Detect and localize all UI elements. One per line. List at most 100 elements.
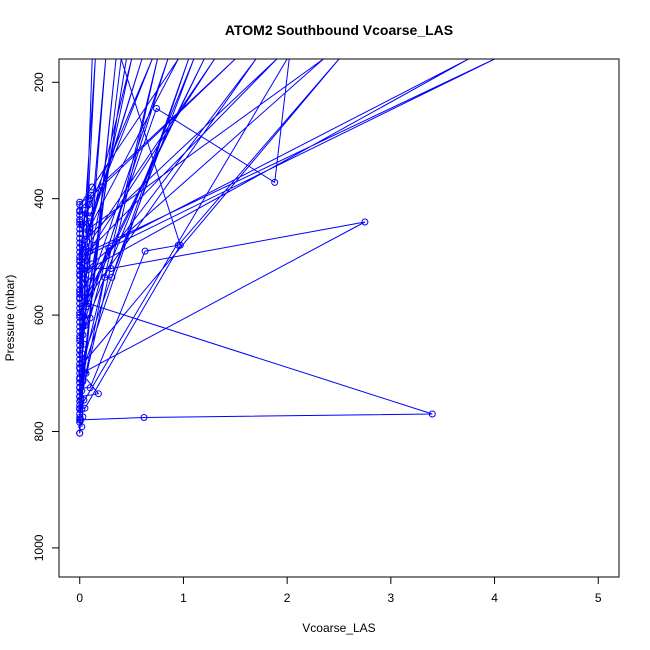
data-point [84,227,92,235]
data-point [76,341,84,349]
data-point [94,390,102,398]
data-point [76,429,84,437]
data-point [76,405,84,413]
data-point [153,105,160,112]
data-point [78,350,86,357]
x-tick-label: 1 [180,591,187,605]
data-point [78,405,86,413]
data-point [80,340,88,348]
data-point [76,244,84,252]
data-point [76,262,84,270]
data-point [76,272,84,279]
data-point [76,295,84,303]
data-point [79,377,87,385]
y-tick-label: 1000 [32,534,46,561]
x-tick-label: 5 [595,591,602,605]
data-point [78,423,86,431]
data-point [81,275,89,283]
data-point [87,191,95,199]
data-point [141,247,149,255]
data-point [83,284,91,292]
data-point [85,247,93,255]
data-point [78,387,86,395]
data-point [80,312,88,320]
data-point [86,228,94,236]
data-point [86,212,94,220]
y-axis: 200 400 600 800 1000 [32,72,60,561]
data-point [84,219,92,227]
data-point [271,178,279,186]
data-point [76,290,84,298]
data-point [81,368,89,376]
data-point [79,331,87,339]
data-point [428,410,436,418]
data-point [84,299,92,307]
data-point [81,206,89,214]
chart-title: ATOM2 Southbound Vcoarse_LAS [225,22,453,38]
data-point [88,183,96,191]
data-point [76,318,84,326]
data-point [76,313,84,321]
data-point [76,239,84,247]
data-point [76,267,84,275]
data-point [107,265,115,272]
series-line [78,59,495,434]
data-point [76,248,84,256]
data-point [85,201,93,208]
data-point [174,241,182,249]
data-point [83,238,91,246]
y-tick-label: 800 [32,421,46,441]
data-point [76,198,84,206]
data-point [76,253,84,261]
y-tick-label: 200 [32,72,46,92]
data-point [76,281,84,289]
plot-region [76,59,495,437]
data-point [140,414,148,421]
data-point [76,230,84,238]
data-point [76,211,84,219]
data-point [82,256,90,264]
data-point [108,273,116,281]
x-tick-label: 2 [284,591,291,605]
data-point [76,276,84,284]
x-axis-title: Vcoarse_LAS [302,621,375,635]
data-point [86,384,94,392]
data-point [82,210,90,218]
series-line [81,195,92,427]
data-point [101,273,109,281]
data-point [76,304,84,312]
data-point [76,225,84,233]
data-point [76,220,84,228]
data-point [76,208,84,215]
y-tick-label: 400 [32,188,46,208]
data-point [76,369,84,377]
x-tick-label: 0 [76,591,83,605]
data-point [79,359,87,367]
data-point [105,244,113,252]
data-point [81,294,89,302]
data-point [76,234,84,242]
data-point [76,299,84,307]
data-point [82,303,90,311]
data-point [88,260,96,268]
data-point [76,323,84,331]
data-point [361,218,369,226]
data-point [86,314,94,322]
data-point [76,337,84,345]
data-point [80,396,88,404]
data-point [76,397,84,405]
x-tick-label: 3 [388,591,395,605]
data-point [76,286,84,293]
data-point [76,365,84,373]
series-layer [76,59,495,437]
y-axis-title: Pressure (mbar) [3,275,17,362]
x-axis: 0 1 2 3 4 5 [76,576,602,605]
y-tick-label: 600 [32,305,46,325]
x-tick-label: 4 [491,591,498,605]
data-point [76,216,84,224]
data-point [90,241,98,249]
data-point [79,413,87,421]
data-point [84,266,92,274]
data-point [81,322,89,330]
